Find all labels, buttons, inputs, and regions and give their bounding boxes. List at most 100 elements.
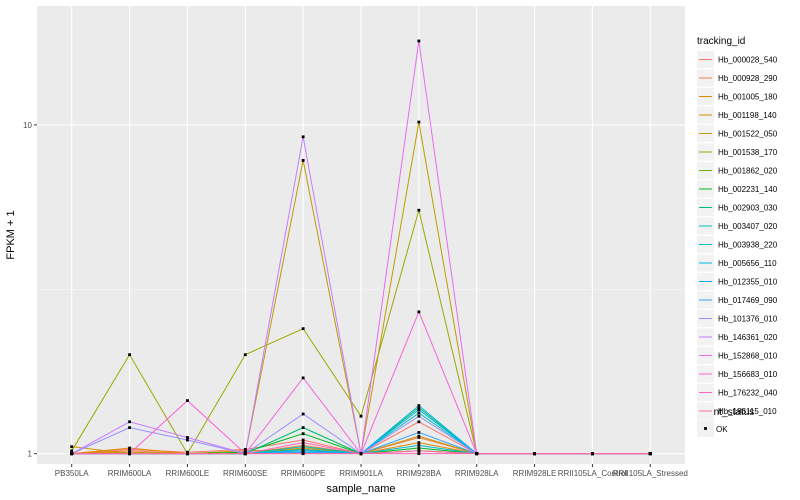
data-point-Hb_146361_020-RRIM600LA [128,420,131,424]
legend-label-Hb_146361_020: Hb_146361_020 [718,333,778,342]
data-point-Hb_186115_010-RRIM901LA [359,452,363,456]
data-point-Hb_003938_220-RRIM928BA [417,443,421,447]
data-point-Hb_186115_010-RRIM928LE [533,452,536,456]
data-point-Hb_001005_180-RRIM928BA [417,441,421,445]
data-point-Hb_186115_010-RRII105LA_Stressed [648,452,652,456]
data-point-Hb_186115_010-RRIM600SE [243,452,247,456]
legend: tracking_id quant_status OK Hb_000028_54… [697,36,778,437]
legend-label-Hb_012355_010: Hb_012355_010 [718,278,778,287]
data-point-Hb_000028_540-RRIM600PE [301,438,305,442]
x-axis: PB350LA RRIM600LA RRIM600LE RRIM600SE RRIM60… [55,464,688,478]
data-point-Hb_156683_010-RRIM600LE [186,399,189,402]
data-point-Hb_001538_170-RRIM600SE [243,353,247,357]
y-axis-title: FPKM + 1 [5,210,17,259]
data-point-Hb_186115_010-RRIM600PE [301,452,305,456]
point-legend-label-ok: OK [716,425,728,434]
data-point-Hb_012355_010-RRIM928BA [417,408,421,412]
legend-label-Hb_001538_170: Hb_001538_170 [718,148,778,157]
x-tick-label-RRIM600PE: RRIM600PE [281,469,325,478]
data-point-Hb_000028_540-RRIM928BA [417,420,421,424]
data-point-Hb_002903_030-RRIM600PE [301,426,305,430]
point-legend-key-square [704,427,707,430]
data-point-Hb_186115_010-RRIM928LA [475,452,479,456]
x-tick-label-RRIM928LE: RRIM928LE [513,469,557,478]
data-point-Hb_001522_050-RRIM600PE [301,158,305,162]
data-point-Hb_101376_010-RRIM928BA [417,414,421,418]
data-point-Hb_001538_170-RRIM600PE [301,327,305,331]
data-point-Hb_101376_010-RRIM600LA [128,426,131,430]
data-point-Hb_002231_140-RRIM600PE [301,432,305,436]
data-point-Hb_001005_180-RRIM600LA [128,446,131,450]
legend-label-Hb_003407_020: Hb_003407_020 [718,222,778,231]
x-tick-label-RRII105LA_Stressed: RRII105LA_Stressed [613,469,688,478]
data-point-Hb_156683_010-RRIM928BA [417,310,421,314]
data-point-Hb_003407_020-RRIM928BA [417,411,421,415]
legend-label-Hb_003938_220: Hb_003938_220 [718,241,778,250]
data-point-Hb_156683_010-RRIM600PE [301,376,305,380]
data-point-Hb_001198_140-RRIM928BA [417,434,421,438]
data-point-Hb_001522_050-RRIM600LA [128,450,131,454]
data-point-Hb_146361_020-RRIM600LE [186,436,189,439]
legend-label-Hb_001862_020: Hb_001862_020 [718,167,778,176]
data-point-Hb_001538_170-RRIM600LA [128,353,131,357]
x-tick-label-RRIM928BA: RRIM928BA [397,469,442,478]
legend-label-Hb_000028_540: Hb_000028_540 [718,56,778,65]
legend-label-Hb_001198_140: Hb_001198_140 [718,111,777,120]
data-point-Hb_001198_140-RRIM600SE [243,449,247,453]
legend-title: tracking_id [697,36,745,47]
data-point-Hb_000928_290-RRIM600LA [128,449,131,453]
x-tick-label-RRII105LA_Control: RRII105LA_Control [558,469,628,478]
legend-label-Hb_005656_110: Hb_005656_110 [718,259,777,268]
data-point-Hb_001538_170-RRIM928BA [417,208,421,212]
data-point-Hb_001198_140-PB350LA [70,445,74,449]
x-tick-label-RRIM600LE: RRIM600LE [166,469,210,478]
legend-label-Hb_002231_140: Hb_002231_140 [718,185,778,194]
legend-label-Hb_000928_290: Hb_000928_290 [718,74,778,83]
data-point-Hb_176232_040-RRIM600PE [301,441,305,445]
legend-label-Hb_152868_010: Hb_152868_010 [718,352,778,361]
data-point-Hb_017469_090-RRIM928BA [417,431,421,434]
grid-lines [37,6,685,464]
series-points [70,39,652,456]
data-point-Hb_146361_020-RRIM600PE [301,135,305,139]
point-legend-title: quant_status [697,407,754,418]
data-point-Hb_012355_010-RRIM600PE [301,449,305,453]
legend-label-Hb_156683_010: Hb_156683_010 [718,370,778,379]
x-tick-label-RRIM901LA: RRIM901LA [339,469,383,478]
x-tick-label-RRIM928LA: RRIM928LA [455,469,499,478]
data-point-Hb_101376_010-RRIM600PE [301,412,305,416]
data-point-Hb_003407_020-RRIM600PE [301,445,305,449]
data-point-Hb_186115_010-RRIM600LA [128,452,131,456]
data-point-Hb_101376_010-RRIM600LE [186,438,189,442]
data-point-Hb_001538_170-RRIM901LA [359,414,363,418]
data-point-Hb_001522_050-RRIM928BA [417,120,421,124]
legend-label-Hb_186115_010: Hb_186115_010 [718,407,777,416]
y-tick-label: 1 [28,450,33,459]
data-point-Hb_186115_010-PB350LA [70,452,74,456]
data-point-Hb_002231_140-RRIM928BA [417,446,421,450]
x-tick-label-PB350LA: PB350LA [55,469,89,478]
data-point-Hb_186115_010-RRIM928BA [417,449,421,453]
legend-label-Hb_101376_010: Hb_101376_010 [718,315,778,324]
y-tick-label: 10 [23,121,32,130]
data-point-Hb_001538_170-PB350LA [70,449,74,453]
data-point-Hb_152868_010-RRIM928BA [417,39,421,43]
data-point-Hb_186115_010-RRII105LA_Control [591,452,594,456]
y-axis: 1 10 [23,121,37,459]
data-point-Hb_176232_040-RRIM928BA [417,452,421,456]
legend-label-Hb_001522_050: Hb_001522_050 [718,130,778,139]
data-point-Hb_186115_010-RRIM600LE [186,452,189,456]
legend-label-Hb_176232_040: Hb_176232_040 [718,389,778,398]
x-tick-label-RRIM600LA: RRIM600LA [108,469,152,478]
data-point-Hb_017469_090-RRIM600PE [301,450,305,454]
x-axis-title: sample_name [326,483,395,495]
data-point-Hb_000028_540-RRIM600LE [186,450,189,454]
legend-label-Hb_017469_090: Hb_017469_090 [718,296,778,305]
legend-label-Hb_001005_180: Hb_001005_180 [718,93,778,102]
data-point-Hb_002231_140-RRIM600SE [243,450,247,454]
data-point-Hb_002903_030-RRIM928BA [417,406,421,410]
data-point-Hb_005656_110-RRIM928BA [417,404,421,407]
legend-label-Hb_002903_030: Hb_002903_030 [718,204,778,213]
x-tick-label-RRIM600SE: RRIM600SE [223,469,267,478]
